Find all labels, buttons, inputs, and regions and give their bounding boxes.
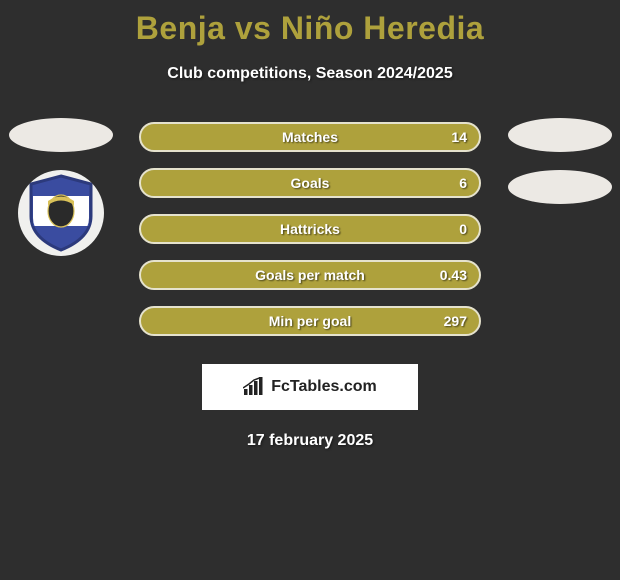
player-photo-placeholder [508,118,612,152]
stat-value: 0 [459,221,467,237]
club-badge-placeholder [508,170,612,204]
branding-text: FcTables.com [271,378,377,396]
comparison-card: Benja vs Niño Heredia Club competitions,… [0,0,620,580]
stats-bars: Matches 14 Goals 6 Hattricks 0 Goals per… [139,122,481,352]
stat-value: 297 [444,313,467,329]
stat-label: Min per goal [141,313,479,329]
stat-value: 0.43 [440,267,467,283]
stat-label: Matches [141,129,479,145]
stat-label: Goals per match [141,267,479,283]
stat-row: Hattricks 0 [139,214,481,244]
stat-label: Goals [141,175,479,191]
page-title: Benja vs Niño Heredia [0,0,620,47]
subtitle: Club competitions, Season 2024/2025 [0,65,620,83]
player-photo-placeholder [9,118,113,152]
left-player-column [8,118,113,256]
stat-row: Matches 14 [139,122,481,152]
footer: FcTables.com 17 february 2025 [139,352,481,450]
generation-date: 17 february 2025 [139,432,481,450]
right-player-column [507,118,612,222]
branding-box: FcTables.com [202,364,418,410]
stat-value: 6 [459,175,467,191]
stat-label: Hattricks [141,221,479,237]
club-badge [18,170,104,256]
hercules-shield-icon [25,174,97,252]
bar-chart-icon [243,377,265,397]
stat-row: Goals 6 [139,168,481,198]
stat-row: Min per goal 297 [139,306,481,336]
stat-row: Goals per match 0.43 [139,260,481,290]
stat-value: 14 [451,129,467,145]
